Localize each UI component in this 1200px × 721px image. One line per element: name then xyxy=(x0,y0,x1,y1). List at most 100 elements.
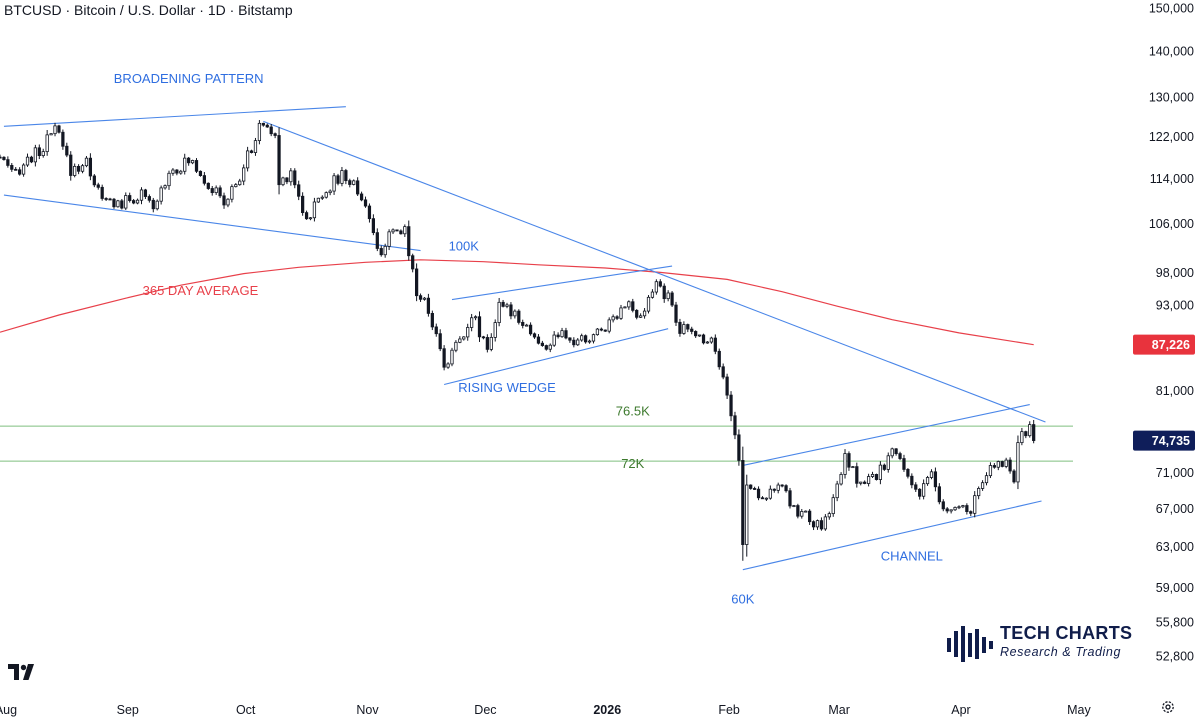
candle-body xyxy=(187,158,189,163)
candle-body xyxy=(962,506,964,507)
candle-body xyxy=(1001,462,1003,467)
candle-body xyxy=(773,489,775,490)
annotation-60k: 60K xyxy=(731,591,754,606)
candle-body xyxy=(596,329,598,335)
candle-body xyxy=(498,302,500,322)
trendline-major-downtrend[interactable] xyxy=(263,121,1045,422)
ma-price-label: 87,226 xyxy=(1152,338,1190,352)
settings-gear-icon[interactable] xyxy=(1160,699,1176,715)
candle-body xyxy=(675,305,677,322)
candle-body xyxy=(565,331,567,338)
candle-body xyxy=(128,196,130,201)
brand-logo: TECH CHARTS Research & Trading xyxy=(945,623,1135,665)
candle-body xyxy=(840,474,842,484)
candle-body xyxy=(604,330,606,331)
candle-body xyxy=(408,227,410,256)
candle-body xyxy=(294,171,296,185)
candle-body xyxy=(781,485,783,486)
candle-body xyxy=(368,206,370,219)
candle-body xyxy=(1021,432,1023,443)
candle-body xyxy=(816,521,818,527)
y-tick-label: 71,000 xyxy=(1156,466,1194,480)
candle-body xyxy=(400,231,402,234)
candle-body xyxy=(860,482,862,483)
candle-body xyxy=(380,248,382,254)
candle-body xyxy=(152,200,154,208)
candle-body xyxy=(592,335,594,341)
candle-body xyxy=(942,502,944,509)
candle-body xyxy=(938,487,940,502)
candle-body xyxy=(305,213,307,219)
candle-body xyxy=(785,486,787,491)
trendline-broadening-bottom[interactable] xyxy=(4,195,421,251)
trendline-channel-top[interactable] xyxy=(743,405,1030,466)
candle-body xyxy=(895,449,897,454)
candle-body xyxy=(463,337,465,339)
candle-body xyxy=(136,200,138,203)
candle-body xyxy=(871,474,873,476)
y-tick-label: 106,000 xyxy=(1149,217,1194,231)
candle-body xyxy=(42,152,44,156)
candle-body xyxy=(883,465,885,469)
candle-body xyxy=(254,141,256,153)
candle-body xyxy=(777,485,779,490)
chart-canvas[interactable]: BROADENING PATTERN100K365 DAY AVERAGERIS… xyxy=(0,0,1200,721)
candle-body xyxy=(309,218,311,219)
candle-body xyxy=(470,318,472,328)
candle-body xyxy=(7,160,9,166)
candle-body xyxy=(411,256,413,269)
candle-body xyxy=(148,197,150,201)
candle-body xyxy=(856,467,858,484)
candle-body xyxy=(144,190,146,197)
candle-body xyxy=(757,489,759,498)
candle-body xyxy=(541,343,543,345)
y-tick-label: 140,000 xyxy=(1149,45,1194,59)
candle-body xyxy=(258,123,260,140)
candle-body xyxy=(325,193,327,198)
candle-body xyxy=(981,483,983,489)
candle-body xyxy=(15,169,17,170)
trendline-wedge-top[interactable] xyxy=(452,266,672,299)
candle-body xyxy=(635,310,637,317)
x-tick-label: May xyxy=(1067,703,1091,717)
x-tick-label: Dec xyxy=(474,703,496,717)
trendline-wedge-bottom[interactable] xyxy=(444,329,668,385)
candle-body xyxy=(907,469,909,476)
candle-body xyxy=(730,395,732,416)
x-tick-label: Oct xyxy=(236,703,256,717)
annotation-76-5k: 76.5K xyxy=(616,404,650,419)
y-tick-label: 130,000 xyxy=(1149,91,1194,105)
candle-body xyxy=(765,498,767,499)
candle-body xyxy=(801,511,803,516)
candle-body xyxy=(844,454,846,475)
tradingview-logo-icon[interactable] xyxy=(8,662,38,687)
candle-body xyxy=(427,298,429,313)
candle-body xyxy=(105,198,107,199)
y-tick-label: 81,000 xyxy=(1156,384,1194,398)
candle-body xyxy=(168,173,170,185)
candle-body xyxy=(966,506,968,512)
candle-body xyxy=(989,465,991,475)
candle-body xyxy=(569,338,571,340)
candle-body xyxy=(970,512,972,514)
annotation-broadening-pattern: BROADENING PATTERN xyxy=(114,71,264,86)
y-tick-label: 93,000 xyxy=(1156,298,1194,312)
y-tick-label: 114,000 xyxy=(1150,172,1194,186)
candle-body xyxy=(121,201,123,208)
candle-body xyxy=(722,367,724,377)
candle-body xyxy=(62,132,64,146)
candle-body xyxy=(388,232,390,247)
candle-body xyxy=(38,148,40,156)
candle-body xyxy=(808,511,810,522)
candle-body xyxy=(734,416,736,435)
candle-body xyxy=(215,188,217,193)
candle-body xyxy=(659,282,661,286)
candle-body xyxy=(706,342,708,343)
candle-body xyxy=(1017,443,1019,482)
y-tick-label: 150,000 xyxy=(1149,2,1194,16)
candle-body xyxy=(612,317,614,320)
candle-body xyxy=(73,166,75,175)
candle-body xyxy=(160,188,162,201)
chart-root: BROADENING PATTERN 100K 365 DAY AVERAGE RIS… xyxy=(0,0,1200,721)
candle-body xyxy=(349,181,351,185)
